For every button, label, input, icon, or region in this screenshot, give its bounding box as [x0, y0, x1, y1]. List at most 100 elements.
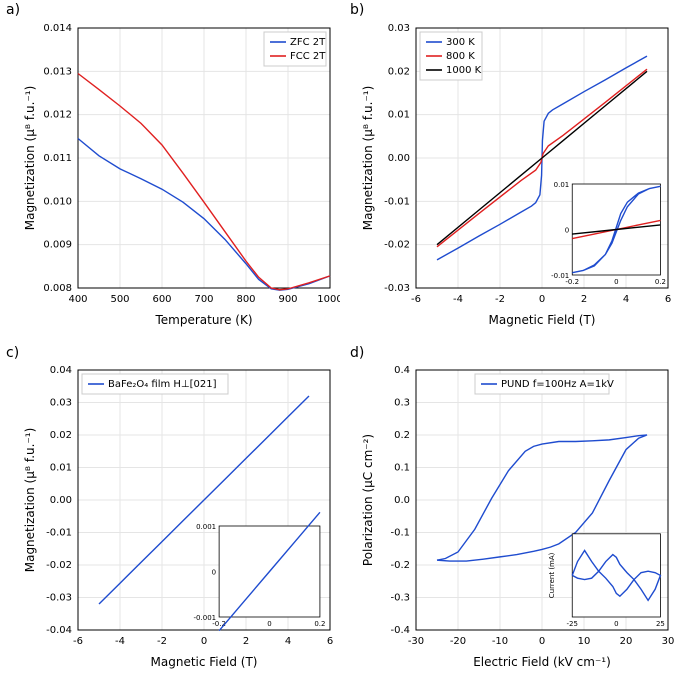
svg-text:10: 10 [578, 636, 591, 647]
svg-text:-4: -4 [115, 636, 125, 647]
svg-text:4: 4 [285, 636, 291, 647]
subplot-c-xlabel: Magnetic Field (T) [151, 655, 258, 669]
subplot-b-legend-label-2: 1000 K [446, 65, 482, 76]
svg-text:-0.2: -0.2 [390, 560, 410, 571]
svg-text:0.001: 0.001 [196, 523, 216, 531]
subplot-a-legend-label-0: ZFC 2T [290, 37, 326, 48]
subplot-c-legend-label-0: BaFe₂O₄ film H⊥[021] [108, 379, 217, 390]
svg-text:-2: -2 [157, 636, 167, 647]
svg-text:0.009: 0.009 [43, 240, 72, 251]
subplot-a-ylabel: Magnetization (μᴮ f.u.⁻¹) [23, 86, 37, 231]
svg-text:-0.03: -0.03 [384, 283, 410, 294]
subplot-c-ylabel: Magnetization (μᴮ f.u.⁻¹) [23, 428, 37, 573]
subplot-b-svg: -6-4-20246-0.03-0.02-0.010.000.010.020.0… [358, 20, 678, 330]
svg-text:700: 700 [194, 294, 213, 305]
svg-text:-10: -10 [492, 636, 508, 647]
subplot-b-xlabel: Magnetic Field (T) [489, 313, 596, 327]
svg-text:0.2: 0.2 [394, 430, 410, 441]
subplot-c-svg: -6 -4 -2 0 2 4 6 -0.04 -0.03 -0.02 -0.01 0.00 0.01 0.… [20, 362, 340, 672]
panel-label-b: b) [350, 2, 364, 18]
svg-text:0.02: 0.02 [388, 66, 410, 77]
svg-text:-0.02: -0.02 [384, 240, 410, 251]
svg-text:0.04: 0.04 [50, 365, 72, 376]
svg-text:20: 20 [620, 636, 633, 647]
svg-text:0.01: 0.01 [50, 463, 72, 474]
svg-text:-0.4: -0.4 [390, 625, 410, 636]
subplot-a-xlabel: Temperature (K) [154, 313, 252, 327]
svg-text:0.014: 0.014 [43, 23, 72, 34]
svg-text:0.03: 0.03 [50, 398, 72, 409]
svg-text:0: 0 [201, 636, 207, 647]
svg-text:Current (mA): Current (mA) [548, 552, 556, 598]
svg-text:0.01: 0.01 [554, 181, 570, 189]
svg-text:-20: -20 [450, 636, 466, 647]
svg-text:-0.03: -0.03 [46, 593, 72, 604]
svg-text:30: 30 [662, 636, 675, 647]
svg-text:0.00: 0.00 [388, 153, 410, 164]
svg-text:0.03: 0.03 [388, 23, 410, 34]
svg-text:0.012: 0.012 [43, 110, 72, 121]
subplot-b-legend-label-1: 800 K [446, 51, 475, 62]
svg-text:800: 800 [236, 294, 255, 305]
subplot-b-ylabel: Magnetization (μᴮ f.u.⁻¹) [361, 86, 375, 231]
svg-text:0: 0 [565, 227, 569, 235]
svg-text:0: 0 [539, 636, 545, 647]
svg-text:0.01: 0.01 [388, 110, 410, 121]
subplot-c: -6 -4 -2 0 2 4 6 -0.04 -0.03 -0.02 -0.01 0.00 0.01 0.… [20, 362, 340, 672]
svg-text:0.1: 0.1 [394, 463, 410, 474]
svg-text:900: 900 [278, 294, 297, 305]
figure: a) b) c) d) 40050060070080090010000.0080… [0, 0, 685, 687]
svg-text:2: 2 [581, 294, 587, 305]
svg-text:0.00: 0.00 [50, 495, 72, 506]
subplot-a-svg: 400 500 600 700 800 900 1000 0.008 0.009 0.010 0.0… [20, 20, 340, 330]
svg-text:0: 0 [212, 569, 216, 577]
subplot-d-legend-label-0: PUND f=100Hz A=1kV [501, 379, 614, 390]
svg-text:0.4: 0.4 [394, 365, 410, 376]
subplot-d-svg: -30 -20 -10 0 10 20 30 -0.4 -0.3 -0.2 -0.1 0.0 0.1 0.… [358, 362, 678, 672]
svg-text:1000: 1000 [317, 294, 340, 305]
svg-text:4: 4 [623, 294, 629, 305]
svg-text:0: 0 [614, 620, 618, 628]
svg-text:-0.1: -0.1 [390, 528, 410, 539]
svg-text:-6: -6 [73, 636, 83, 647]
svg-text:0.2: 0.2 [314, 620, 325, 628]
svg-text:0.0: 0.0 [394, 495, 410, 506]
svg-text:0.3: 0.3 [394, 398, 410, 409]
svg-text:600: 600 [152, 294, 171, 305]
panel-label-d: d) [350, 345, 364, 361]
subplot-d-ylabel: Polarization (μC cm⁻²) [361, 434, 375, 566]
subplot-b-legend-label-0: 300 K [446, 37, 475, 48]
svg-text:0: 0 [614, 278, 618, 286]
svg-text:6: 6 [327, 636, 333, 647]
svg-text:-4: -4 [453, 294, 463, 305]
panel-label-a: a) [6, 2, 20, 18]
svg-text:-25: -25 [567, 620, 578, 628]
svg-text:0: 0 [267, 620, 271, 628]
svg-text:0.02: 0.02 [50, 430, 72, 441]
svg-text:500: 500 [110, 294, 129, 305]
svg-text:-0.3: -0.3 [390, 593, 410, 604]
panel-label-c: c) [6, 345, 19, 361]
svg-text:-0.001: -0.001 [194, 614, 217, 622]
svg-text:2: 2 [243, 636, 249, 647]
svg-text:25: 25 [656, 620, 665, 628]
svg-text:-0.02: -0.02 [46, 560, 72, 571]
svg-text:-6: -6 [411, 294, 421, 305]
subplot-b: -6-4-20246-0.03-0.02-0.010.000.010.020.0… [358, 20, 678, 330]
svg-text:0.013: 0.013 [43, 66, 72, 77]
svg-text:0: 0 [539, 294, 545, 305]
subplot-a: 400 500 600 700 800 900 1000 0.008 0.009 0.010 0.0… [20, 20, 340, 330]
svg-text:6: 6 [665, 294, 671, 305]
subplot-d: -30 -20 -10 0 10 20 30 -0.4 -0.3 -0.2 -0.1 0.0 0.1 0.… [358, 362, 678, 672]
svg-text:0.010: 0.010 [43, 196, 72, 207]
svg-text:-0.01: -0.01 [384, 196, 410, 207]
subplot-d-xlabel: Electric Field (kV cm⁻¹) [473, 655, 611, 669]
svg-text:400: 400 [68, 294, 87, 305]
svg-text:0.2: 0.2 [655, 278, 666, 286]
svg-text:-0.04: -0.04 [46, 625, 72, 636]
svg-text:-30: -30 [408, 636, 424, 647]
svg-text:0.011: 0.011 [43, 153, 72, 164]
svg-text:-0.01: -0.01 [551, 272, 569, 280]
svg-text:-0.01: -0.01 [46, 528, 72, 539]
svg-text:0.008: 0.008 [43, 283, 72, 294]
